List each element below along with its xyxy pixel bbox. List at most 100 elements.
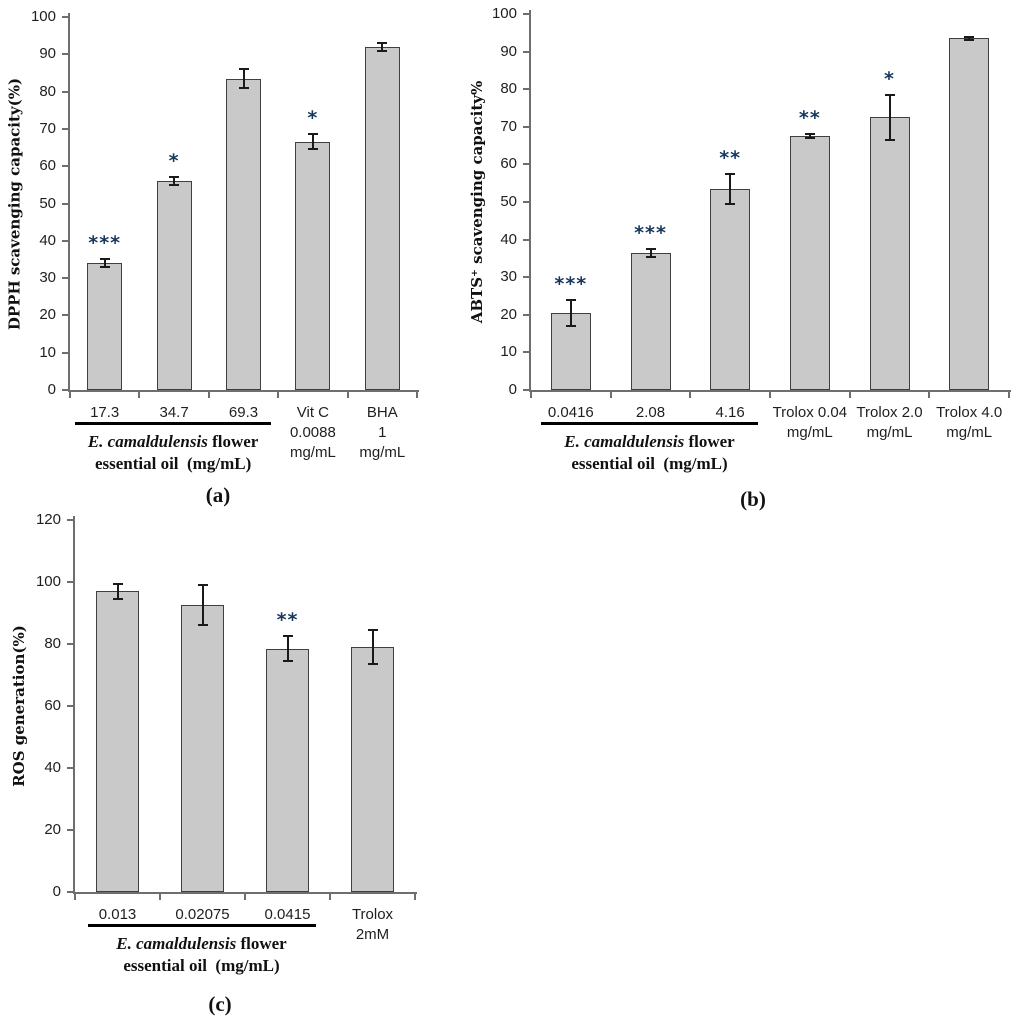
panel-b-x-tick: [609, 392, 612, 398]
panel-b-bar: [869, 117, 910, 390]
panel-c-y-tick: [67, 767, 73, 769]
panel-a-x-tick: [346, 392, 349, 398]
panel-c-y-tick: [67, 643, 73, 645]
panel-a-error-bar: [381, 43, 384, 51]
panel-b-error-cap-top: [884, 93, 895, 96]
panel-b-error-cap-bottom: [804, 137, 815, 140]
panel-b-error-cap-top: [645, 248, 656, 250]
panel-a-error-cap-top: [238, 68, 249, 71]
panel-c-y-axis-title: ROS generation(%): [10, 625, 28, 787]
panel-b-y-tick-label: 40: [500, 230, 517, 248]
panel-a-y-axis: [68, 13, 70, 390]
panel-a-y-tick-label: 70: [39, 119, 56, 137]
panel-b-error-cap-top: [804, 133, 815, 136]
panel-a-error-cap-bottom: [99, 265, 110, 268]
panel-b-y-tick: [523, 313, 529, 316]
panel-a-error-cap-bottom: [238, 86, 249, 89]
panel-a-sig-stars: ***: [88, 232, 122, 255]
panel-b-y-tick-label: 60: [500, 155, 517, 173]
panel-a-y-tick: [62, 202, 68, 205]
panel-c-error-cap-top: [197, 584, 208, 587]
panel-a-x-tick: [69, 392, 71, 398]
panel-a-y-tick: [62, 127, 68, 130]
panel-c-x-tick: [74, 894, 76, 900]
panel-c-y-tick-label: 20: [44, 821, 61, 838]
panel-a-y-tick: [62, 239, 68, 242]
panel-a-y-tick: [62, 165, 68, 168]
panel-b-bar: [710, 188, 751, 390]
panel-b-x-category-label: 0.0416: [547, 404, 594, 421]
panel-b-error-cap-bottom: [645, 255, 656, 258]
panel-a-bar: [295, 141, 331, 390]
panel-a-y-tick-label: 0: [47, 381, 56, 398]
panel-b-x-axis: [529, 390, 1011, 392]
panel-c-y-tick-label: 120: [35, 511, 61, 528]
panel-b-y-tick: [523, 201, 529, 203]
panel-b-y-tick-label: 100: [491, 5, 517, 22]
panel-a-error-cap-bottom: [377, 49, 388, 52]
panel-c-error-bar: [116, 583, 119, 600]
panel-a-error-bar: [242, 69, 245, 88]
panel-c-error-bar: [201, 585, 204, 626]
panel-c-error-bar: [371, 630, 374, 665]
panel-a-x-category-label: Vit C 0.0088 mg/mL: [289, 404, 336, 461]
panel-b-y-axis-title: ABTS⁺ scavenging capacity%: [468, 80, 486, 324]
panel-b-error-bar: [808, 134, 811, 139]
panel-c-y-tick: [67, 891, 73, 893]
panel-a-sig-stars: *: [307, 107, 319, 130]
panel-b-error-cap-top: [964, 35, 975, 38]
panel-b-y-tick: [523, 50, 529, 53]
panel-b-sig-stars: ***: [634, 222, 667, 244]
panel-a-y-tick-label: 100: [30, 8, 56, 25]
panel-b-y-tick: [523, 276, 529, 279]
panel-a-x-category-label: 17.3: [90, 404, 120, 421]
panel-b-y-tick: [523, 88, 529, 91]
panel-a-y-tick-label: 90: [39, 45, 56, 63]
panel-b-y-tick-label: 80: [500, 80, 517, 98]
panel-b-y-tick: [523, 389, 529, 391]
panel-b-y-tick: [523, 238, 529, 241]
panel-b-y-tick: [523, 163, 529, 166]
panel-a-error-bar: [173, 177, 176, 185]
panel-b-sig-stars: **: [798, 107, 821, 130]
panel-c-group-label: E. camaldulensis flower essential oil (mg…: [116, 934, 287, 975]
panel-c-y-tick-label: 0: [52, 883, 61, 900]
panel-b-error-cap-top: [725, 172, 736, 175]
panel-b-y-tick: [523, 351, 529, 354]
panel-c-x-category-label: 0.013: [98, 906, 137, 923]
panel-c-bar: [266, 648, 309, 892]
panel-a-error-bar: [311, 134, 314, 150]
panel-c-x-tick: [329, 894, 331, 900]
panel-b-y-tick-label: 50: [500, 193, 517, 210]
panel-a-x-tick: [277, 392, 280, 398]
panel-b-group-label: E. camaldulensis flower essential oil (mg…: [564, 432, 735, 473]
panel-b-error-cap-bottom: [884, 138, 895, 141]
panel-b-x-tick: [1008, 392, 1010, 398]
panel-b-group-underline: [540, 422, 759, 425]
panel-a-error-bar: [103, 259, 106, 267]
panel-c-x-tick: [159, 894, 161, 900]
panel-c-y-tick-label: 60: [44, 697, 61, 714]
panel-a-y-tick-label: 30: [39, 269, 56, 287]
panel-a-x-axis: [68, 390, 419, 392]
panel-a-y-tick-label: 20: [39, 306, 56, 324]
panel-c-error-cap-bottom: [112, 598, 123, 601]
panel-a-y-tick-label: 40: [39, 231, 56, 249]
panel-b-y-tick-label: 0: [508, 381, 517, 398]
panel-a-x-tick: [138, 392, 141, 398]
panel-a-error-cap-top: [307, 133, 318, 136]
panel-b-error-bar: [888, 94, 891, 140]
panel-b-bar: [949, 38, 990, 390]
panel-c-bar: [351, 647, 394, 892]
panel-b-sig-stars: ***: [554, 272, 588, 295]
panel-c-y-tick: [67, 519, 73, 521]
panel-b-y-tick-label: 90: [500, 42, 517, 60]
panel-c-error-cap-bottom: [197, 624, 208, 627]
panel-a-error-cap-top: [99, 258, 110, 261]
panel-a-x-category-label: 34.7: [159, 404, 189, 421]
panel-b-error-bar: [729, 173, 732, 204]
panel-b-y-tick-label: 20: [500, 305, 517, 323]
panel-a-y-tick: [62, 314, 68, 317]
panel-c-y-tick-label: 40: [44, 759, 61, 776]
